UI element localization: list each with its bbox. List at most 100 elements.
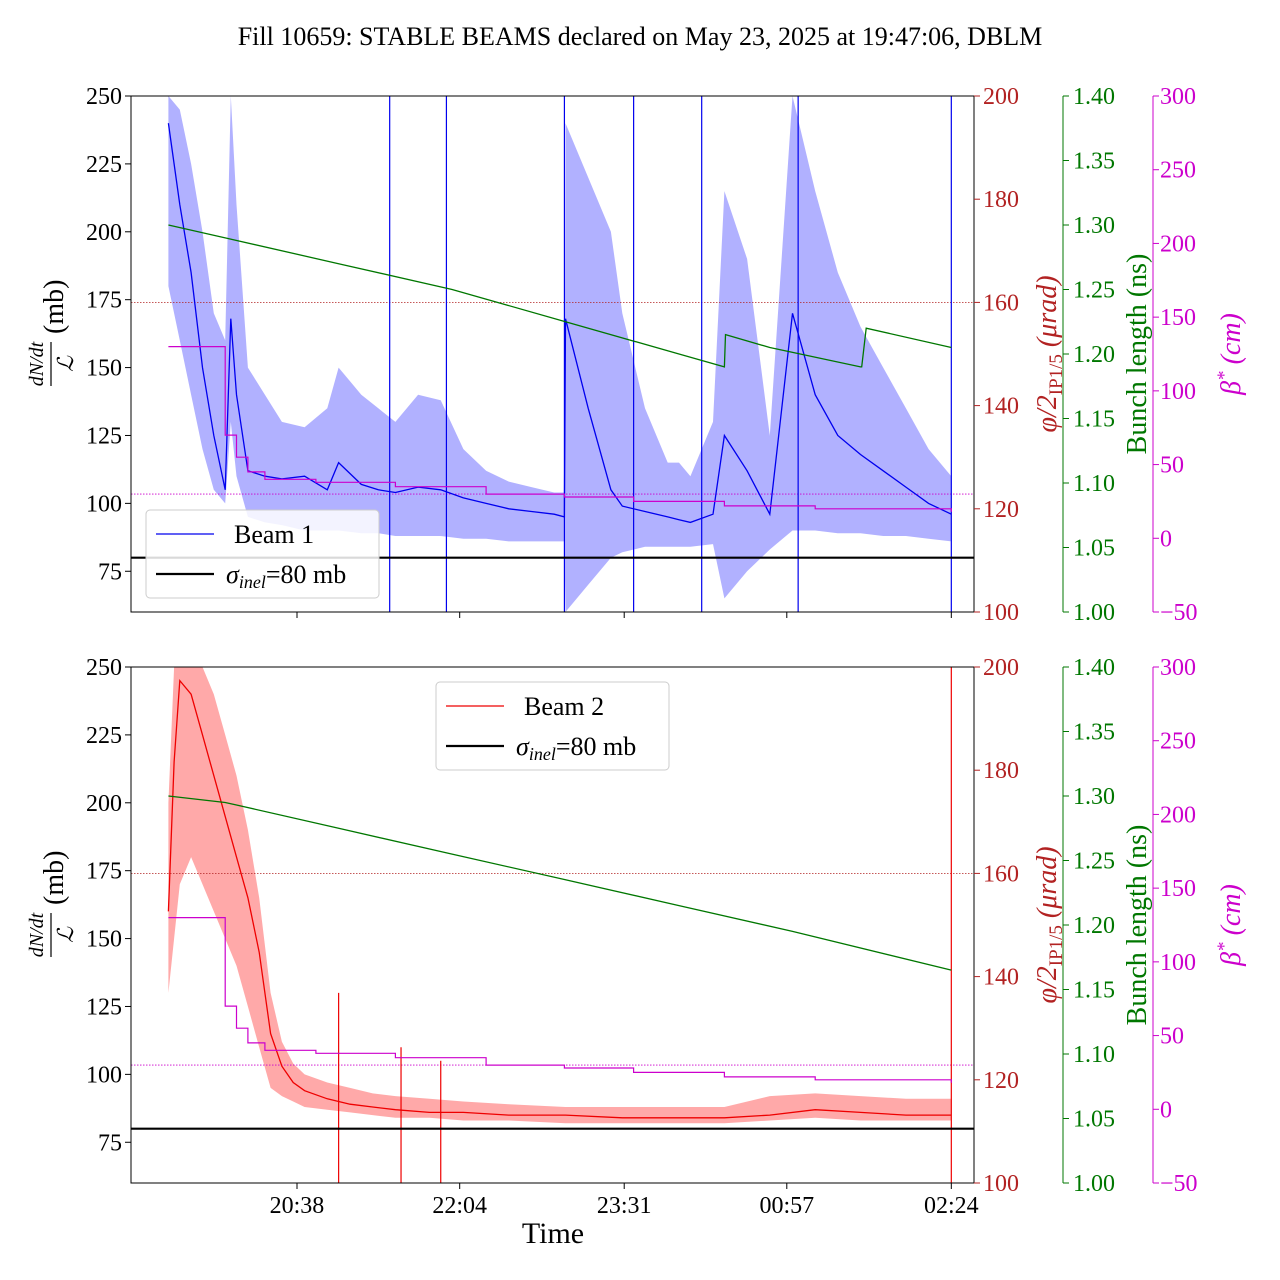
- crossing-tick-label: 140: [983, 965, 1019, 991]
- bunch-axis-label: Bunch length (ns): [1122, 254, 1153, 455]
- legend-sigma-rest: =80 mb: [556, 732, 636, 761]
- left-tick-label: 125: [86, 423, 122, 449]
- bunch-tick-label: 1.00: [1073, 600, 1115, 626]
- crossing-label-main: φ/2: [1032, 395, 1063, 432]
- crossing-tick-label: 100: [983, 1171, 1019, 1197]
- beta-star-line: [168, 917, 952, 1083]
- left-tick-label: 175: [86, 859, 122, 885]
- left-tick-label: 225: [86, 723, 122, 749]
- beta-tick-label: 0: [1160, 526, 1172, 552]
- beta-tick-label: −50: [1160, 600, 1198, 626]
- x-axis-label: Time: [522, 1217, 584, 1250]
- legend-sigma-main: σ: [516, 732, 530, 761]
- beam1-band: [168, 96, 952, 612]
- crossing-axis-label: φ/2IP1/5 (μrad): [1032, 846, 1067, 1003]
- bunch-tick-label: 1.05: [1073, 536, 1115, 562]
- x-tick-label: 02:24: [924, 1193, 979, 1219]
- panel-top: 75 100 125 150 175 200 225 250 100 120 140 160 180 20…: [26, 84, 1247, 626]
- legend-beam-label: Beam 1: [234, 520, 314, 549]
- crossing-tick-label: 180: [983, 187, 1019, 213]
- bunch-tick-label: 1.10: [1073, 471, 1115, 497]
- legend-sigma-rest: =80 mb: [266, 560, 346, 589]
- beta-tick-label: 300: [1160, 84, 1196, 110]
- left-tick-label: 250: [86, 84, 122, 110]
- left-tick-label: 75: [98, 1130, 122, 1156]
- beta-axis-label: β* (cm): [1214, 313, 1247, 396]
- beam1-line: [167, 123, 952, 524]
- beta-tick-label: 100: [1160, 950, 1196, 976]
- legend-sigma-label: σinel=80 mb: [226, 560, 346, 592]
- left-tick-label: 125: [86, 994, 122, 1020]
- left-tick-label: 250: [86, 655, 122, 681]
- bunch-tick-label: 1.40: [1073, 84, 1115, 110]
- bunch-tick-label: 1.15: [1073, 407, 1115, 433]
- figure-title: Fill 10659: STABLE BEAMS declared on May…: [238, 22, 1043, 51]
- beta-label-unit: (cm): [1216, 313, 1247, 371]
- left-axis-unit: (mb): [39, 280, 70, 334]
- plot-frame: [130, 666, 975, 1184]
- bunch-tick-label: 1.30: [1073, 784, 1115, 810]
- plot-area: [131, 667, 974, 1183]
- beta-tick-label: 50: [1160, 1024, 1184, 1050]
- legend-sigma-main: σ: [226, 560, 240, 589]
- crossing-tick-label: 140: [983, 394, 1019, 420]
- bunch-tick-label: 1.35: [1073, 149, 1115, 175]
- bunch-length-line: [168, 224, 952, 368]
- beta-tick-label: 200: [1160, 802, 1196, 828]
- bunch-length-line: [168, 795, 952, 971]
- bunch-tick-label: 1.20: [1073, 342, 1115, 368]
- crossing-tick-label: 180: [983, 758, 1019, 784]
- bunch-tick-label: 1.15: [1073, 978, 1115, 1004]
- left-axis-numerator: dN/dt: [26, 341, 48, 386]
- beta-tick-label: 250: [1160, 729, 1196, 755]
- left-axis-unit: (mb): [39, 851, 70, 905]
- legend-box: [145, 509, 380, 599]
- legend: Beam 2 σinel=80 mb: [435, 681, 670, 771]
- plot-frame: [130, 95, 975, 613]
- legend: Beam 1 σinel=80 mb: [145, 509, 380, 599]
- crossing-axis-label: φ/2IP1/5 (μrad): [1032, 275, 1067, 432]
- beta-tick-label: 0: [1160, 1097, 1172, 1123]
- crossing-tick-label: 120: [983, 497, 1019, 523]
- bunch-tick-label: 1.25: [1073, 278, 1115, 304]
- left-axis-denominator: ℒ: [53, 926, 78, 943]
- beta-axis-label: β* (cm): [1214, 884, 1247, 967]
- bunch-tick-label: 1.05: [1073, 1107, 1115, 1133]
- crossing-label-sub: IP1/5: [1046, 354, 1067, 395]
- plot-area: [131, 96, 974, 612]
- legend-sigma-sub: inel: [529, 744, 556, 764]
- beta-star-line: [168, 346, 952, 512]
- bunch-tick-label: 1.30: [1073, 213, 1115, 239]
- beta-tick-label: 250: [1160, 158, 1196, 184]
- x-tick-label: 23:31: [597, 1193, 652, 1219]
- bunch-tick-label: 1.00: [1073, 1171, 1115, 1197]
- left-axis-denominator: ℒ: [53, 355, 78, 372]
- left-tick-label: 225: [86, 152, 122, 178]
- bunch-tick-label: 1.40: [1073, 655, 1115, 681]
- left-tick-label: 200: [86, 791, 122, 817]
- left-tick-label: 100: [86, 1062, 122, 1088]
- legend-sigma-sub: inel: [239, 572, 266, 592]
- beta-tick-label: 150: [1160, 876, 1196, 902]
- x-tick-label: 20:38: [270, 1193, 325, 1219]
- beta-label-main: β: [1216, 952, 1247, 967]
- beta-tick-label: −50: [1160, 1171, 1198, 1197]
- x-tick-label: 00:57: [759, 1193, 814, 1219]
- crossing-tick-label: 120: [983, 1068, 1019, 1094]
- crossing-tick-label: 160: [983, 861, 1019, 887]
- beta-tick-label: 100: [1160, 379, 1196, 405]
- left-axis-label: dN/dt ℒ (mb): [26, 851, 78, 958]
- beta-label-sup: *: [1214, 942, 1235, 952]
- crossing-tick-label: 200: [983, 655, 1019, 681]
- left-tick-label: 100: [86, 491, 122, 517]
- bunch-tick-label: 1.35: [1073, 720, 1115, 746]
- left-tick-label: 200: [86, 220, 122, 246]
- beta-tick-label: 200: [1160, 231, 1196, 257]
- crossing-label-unit: (μrad): [1032, 275, 1063, 354]
- crossing-tick-label: 100: [983, 600, 1019, 626]
- beta-tick-label: 50: [1160, 453, 1184, 479]
- beta-label-unit: (cm): [1216, 884, 1247, 942]
